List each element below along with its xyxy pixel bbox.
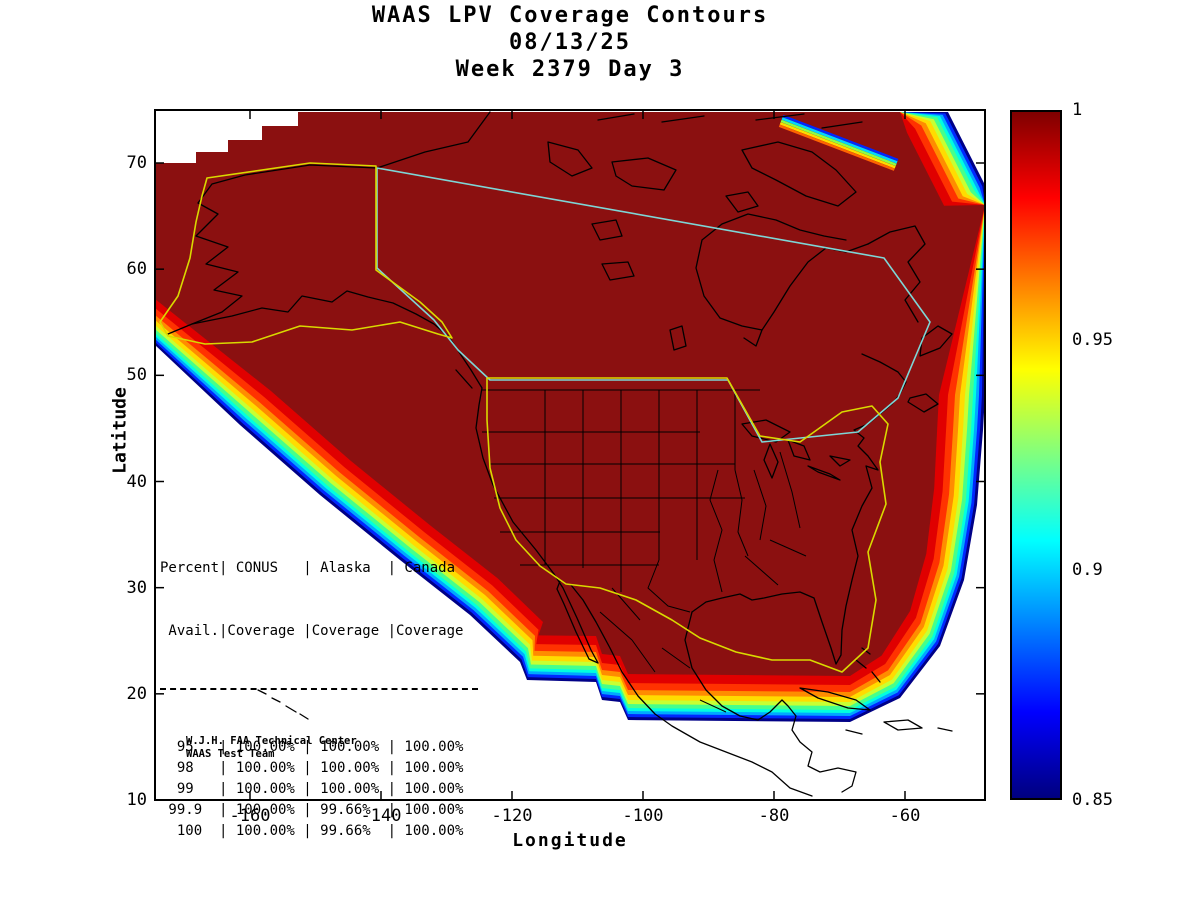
y-tick-label: 20 [126, 683, 147, 704]
plot-border [154, 109, 986, 801]
coast-gulf-mexico-yucatan [684, 611, 857, 793]
chart-date: 08/13/25 [509, 30, 631, 55]
colorbar-tick-label: 0.9 [1072, 560, 1103, 580]
availability-table: Percent| CONUS | Alaska | Canada Avail.|… [160, 516, 478, 884]
table-row: 99.9 | 100.00% | 99.66% | 100.00% [160, 802, 472, 818]
table-body: 95 | 100.00% | 100.00% | 100.00% 98 | 10… [160, 737, 478, 842]
coast-arctic-alaska [167, 111, 491, 335]
table-row: 98 | 100.00% | 100.00% | 100.00% [160, 760, 472, 776]
coverage-contours [155, 112, 985, 722]
conus-service-boundary [486, 377, 889, 673]
alaska-service-boundary [159, 162, 453, 345]
state-borders [482, 389, 807, 713]
table-separator [160, 688, 478, 690]
x-tick-label: -140 [360, 806, 402, 826]
x-axis-label: Longitude [512, 830, 628, 851]
state-border-lines [482, 389, 807, 713]
table-row: 100 | 100.00% | 99.66% | 100.00% [160, 823, 472, 839]
hawaii-islands [257, 369, 473, 720]
x-tick-label: -60 [889, 806, 921, 826]
colorbar [1010, 110, 1062, 800]
coast-baja [553, 573, 599, 664]
y-tick-label: 40 [126, 471, 147, 492]
x-tick-label: -120 [491, 806, 533, 826]
table-header-row-1: Percent| CONUS | Alaska | Canada [160, 560, 456, 576]
y-tick-label: 10 [126, 790, 147, 810]
chart-week-day: Week 2379 Day 3 [455, 57, 685, 82]
notch-band-line [781, 117, 898, 164]
x-tick-label: -80 [758, 806, 790, 826]
coast-mexico-pacific [570, 584, 813, 797]
y-tick-label: 30 [126, 577, 147, 598]
arctic-islands [547, 113, 863, 213]
hudson-bay [695, 213, 869, 347]
canada-lakes [591, 219, 687, 351]
y-tick-label: 70 [126, 153, 147, 173]
caribbean-islands [799, 647, 953, 735]
notch-band-line [782, 114, 899, 162]
notch-band-line [780, 119, 897, 167]
notch-band-line [778, 124, 895, 171]
y-axis-label: Latitude [109, 387, 131, 474]
great-lakes [741, 419, 851, 481]
attribution: W.J.H. FAA Technical Center WAAS Test Te… [186, 735, 357, 761]
title-block: WAAS LPV Coverage Contours 08/13/25 Week… [0, 2, 1140, 83]
y-tick-label: 50 [126, 365, 147, 386]
notch-band-line [779, 122, 896, 169]
attribution-line-2: WAAS Test Team [186, 748, 275, 760]
x-tick-label: -160 [229, 806, 271, 826]
table-row: 99 | 100.00% | 100.00% | 100.00% [160, 781, 472, 797]
chart-title: WAAS LPV Coverage Contours [371, 3, 769, 28]
colorbar-tick-label: 0.85 [1072, 790, 1113, 810]
x-tick-label: -100 [622, 806, 664, 826]
attribution-line-1: W.J.H. FAA Technical Center [186, 735, 357, 747]
coverage-notch-band [778, 114, 899, 171]
colorbar-tick-label: 0.95 [1072, 330, 1113, 350]
table-row: 95 | 100.00% | 100.00% | 100.00% [160, 739, 472, 755]
table-header-row-2: Avail.|Coverage |Coverage |Coverage [160, 623, 464, 639]
colorbar-tick-label: 1 [1072, 100, 1083, 120]
contour-band-10 [155, 112, 985, 676]
y-tick-label: 60 [126, 259, 147, 280]
service-area-boundaries [159, 162, 931, 673]
